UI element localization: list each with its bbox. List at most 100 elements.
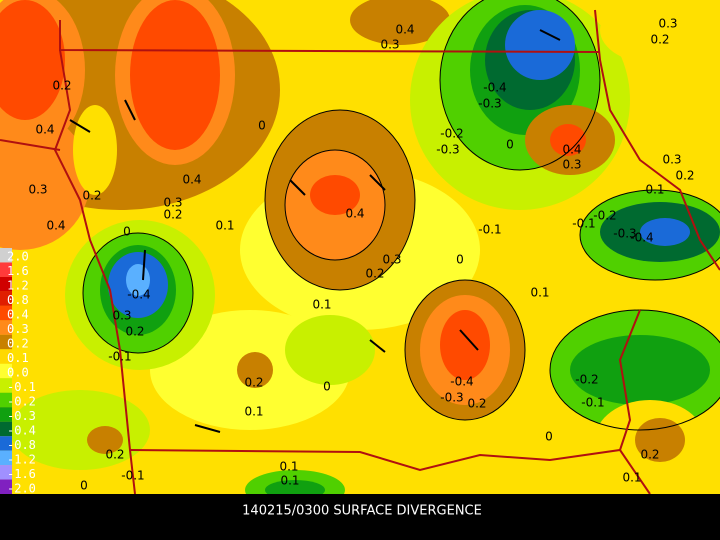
contour-label: 0 <box>80 479 88 493</box>
contour-label: 0 <box>323 380 331 394</box>
contour-label: -0.1 <box>572 217 595 231</box>
contour-label: -0.2 <box>575 373 598 387</box>
contour-label: -0.1 <box>121 469 144 483</box>
caption: 140215/0300 SURFACE DIVERGENCE <box>242 504 482 519</box>
legend-swatch <box>0 291 12 306</box>
contour-label: 0.1 <box>244 405 263 419</box>
legend-swatch <box>0 392 12 408</box>
state-borders <box>0 9 720 495</box>
contour-label: 0.3 <box>562 158 581 172</box>
contour-label: -0.2 <box>440 127 463 141</box>
contour-label: 0.3 <box>163 196 182 210</box>
legend-label: 0.2 <box>7 337 29 351</box>
contour-label: 0.1 <box>530 286 549 300</box>
contour-label: -0.1 <box>581 396 604 410</box>
contour-label: 0.4 <box>46 219 65 233</box>
contour-label: 0.1 <box>280 474 299 488</box>
field <box>0 0 720 510</box>
legend-label: 0.0 <box>7 366 29 380</box>
legend-label: -2.0 <box>7 481 36 495</box>
contour-label: 0.4 <box>182 173 201 187</box>
legend-swatch <box>0 407 12 422</box>
contour-label: 0.2 <box>650 33 669 47</box>
contour-label: -0.3 <box>478 97 501 111</box>
legend-swatch <box>0 479 12 494</box>
contour-label: 0.2 <box>82 189 101 203</box>
contour-label: -0.2 <box>593 209 616 223</box>
contour-label: 0.3 <box>382 253 401 267</box>
legend-label: 0.4 <box>7 308 29 322</box>
legend-label: -1.2 <box>7 452 36 466</box>
contour-label: 0 <box>123 225 131 239</box>
contour-label: 0.2 <box>163 208 182 222</box>
legend-label: 1.6 <box>7 264 29 278</box>
contour-label: -0.3 <box>436 143 459 157</box>
legend-label: -1.6 <box>7 467 36 481</box>
legend-swatch <box>0 276 12 292</box>
contour-label: 0.3 <box>28 183 47 197</box>
contour-label: 0.2 <box>52 79 71 93</box>
legend-label: 2.0 <box>7 250 29 264</box>
legend-swatch <box>0 363 12 379</box>
contour-label: 0.4 <box>35 123 54 137</box>
contour-label: -0.3 <box>613 227 636 241</box>
color-legend: 2.01.61.20.80.40.30.20.10.0-0.1-0.2-0.3-… <box>0 248 36 495</box>
contour-label: 0.2 <box>244 376 263 390</box>
contour-label: 0 <box>258 119 266 133</box>
legend-label: -0.1 <box>7 380 36 394</box>
legend-label: -0.3 <box>7 409 36 423</box>
legend-swatch <box>0 349 12 364</box>
contour-label: 0.4 <box>562 143 581 157</box>
contour-label: -0.4 <box>630 231 653 245</box>
legend-swatch <box>0 378 12 393</box>
contour-label: 0.4 <box>395 23 414 37</box>
contour-label: 0.2 <box>467 397 486 411</box>
contour-label: 0.2 <box>365 267 384 281</box>
legend-swatch <box>0 305 12 321</box>
legend-swatch <box>0 421 12 437</box>
contour-label: 0.1 <box>645 183 664 197</box>
legend-swatch <box>0 436 12 451</box>
legend-swatch <box>0 334 12 350</box>
contour-label: 0.2 <box>675 169 694 183</box>
legend-swatch <box>0 465 12 480</box>
contour-label: 0.3 <box>662 153 681 167</box>
contour-label: -0.1 <box>108 350 131 364</box>
legend-label: -0.8 <box>7 438 36 452</box>
legend-label: -0.2 <box>7 394 36 408</box>
legend-label: 0.1 <box>7 351 29 365</box>
contour-label: -0.4 <box>450 375 473 389</box>
legend-swatch <box>0 450 12 466</box>
contour-label: 0 <box>456 253 464 267</box>
contour-label: 0.1 <box>279 460 298 474</box>
contour-label: 0 <box>506 138 514 152</box>
caption-bar <box>0 494 720 540</box>
contour-label: 0.2 <box>125 325 144 339</box>
contour-label: 0.1 <box>215 219 234 233</box>
contour-label: -0.1 <box>478 223 501 237</box>
contour-label: -0.3 <box>440 391 463 405</box>
legend-swatch <box>0 320 12 335</box>
wind-barbs <box>69 29 561 433</box>
contour-label: 0.2 <box>105 448 124 462</box>
contour-label: 0.3 <box>112 309 131 323</box>
contour-labels: 0.40.30.30.20.20.4-0.4-0.3-0.2-0.3 0 0.40.… <box>28 17 694 493</box>
contour-label: 0 <box>545 430 553 444</box>
legend-label: 1.2 <box>7 279 29 293</box>
contour-label: 0.1 <box>312 298 331 312</box>
contour-lines <box>82 0 720 431</box>
legend-swatch <box>0 262 12 277</box>
legend-label: 0.3 <box>7 322 29 336</box>
contour-label: 0.4 <box>345 207 364 221</box>
contour-label: 0.1 <box>622 471 641 485</box>
contour-label: 0.3 <box>380 38 399 52</box>
legend-label: 0.8 <box>7 293 29 307</box>
contour-label: 0.3 <box>658 17 677 31</box>
legend-label: -0.4 <box>7 423 36 437</box>
contour-label: -0.4 <box>483 81 506 95</box>
contour-label: -0.4 <box>127 288 150 302</box>
contour-label: 0.2 <box>640 448 659 462</box>
legend-swatch <box>0 248 12 263</box>
